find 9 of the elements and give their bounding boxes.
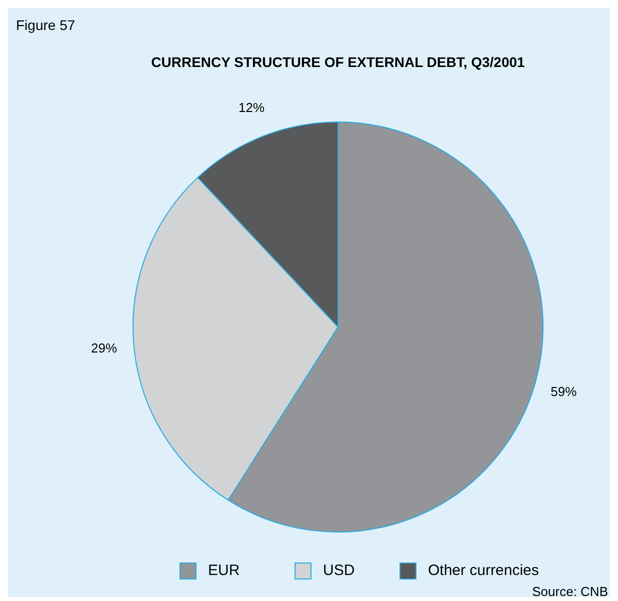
data-label: 59% bbox=[550, 384, 578, 399]
data-label: 12% bbox=[238, 100, 265, 115]
caption: Figure 57 bbox=[16, 17, 76, 33]
chart-title: CURRENCY STRUCTURE OF EXTERNAL DEBT, Q3/2001 bbox=[151, 54, 526, 70]
source-note: Source: CNB bbox=[532, 584, 608, 599]
legend-label: EUR bbox=[208, 562, 240, 579]
legend-label: USD bbox=[323, 562, 355, 579]
data-label: 29% bbox=[91, 340, 118, 356]
legend-label: Other currencies bbox=[428, 562, 539, 579]
